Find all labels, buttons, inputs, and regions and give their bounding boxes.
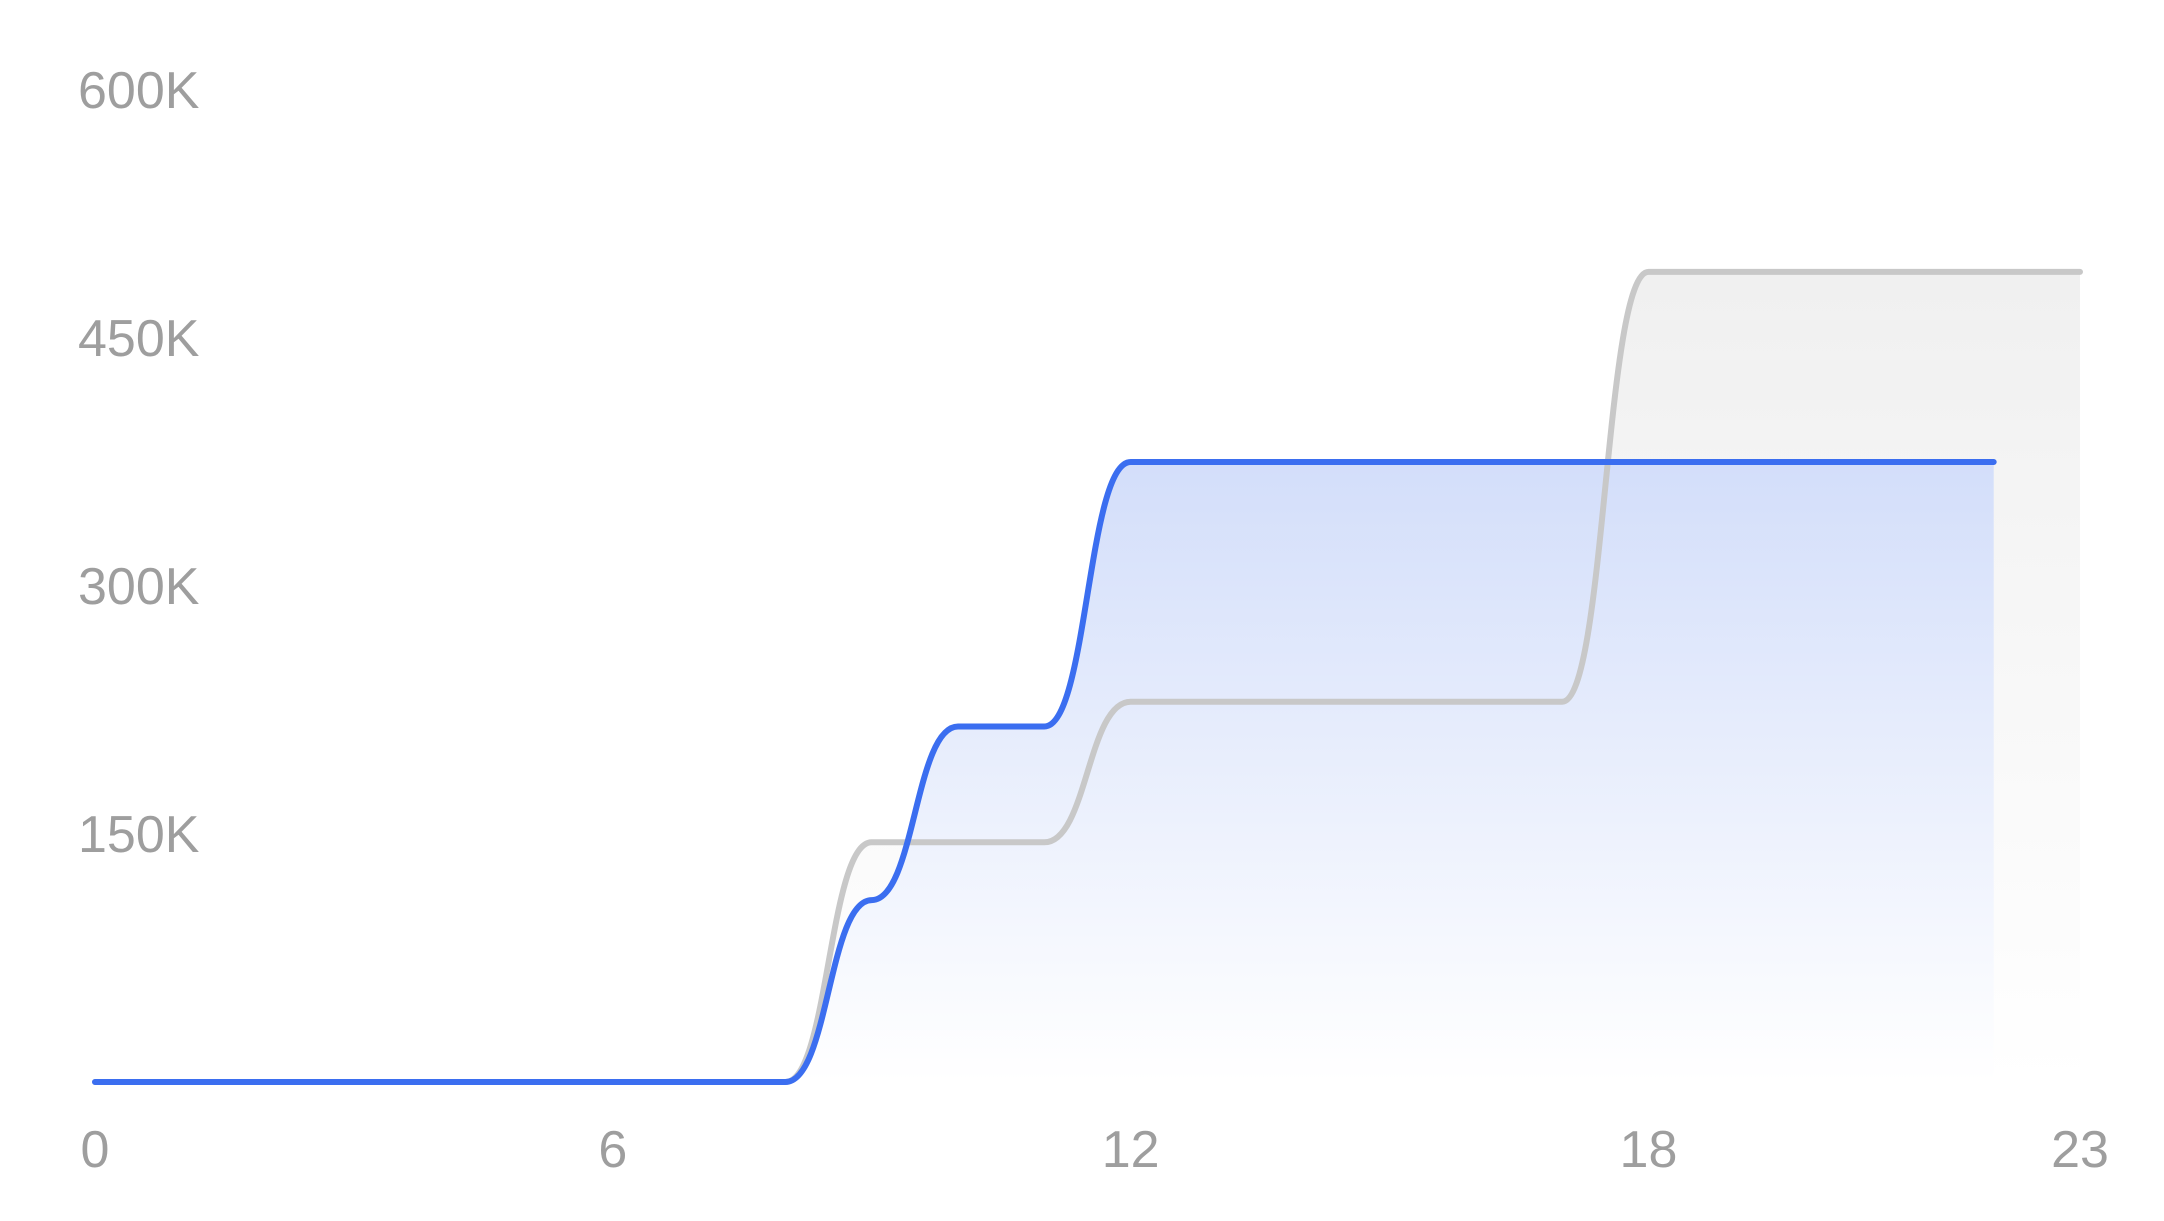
- x-tick-label: 6: [598, 1121, 627, 1179]
- y-tick-label: 600K: [78, 62, 200, 120]
- series-area: [95, 462, 1994, 1082]
- x-tick-label: 23: [2051, 1121, 2109, 1179]
- x-tick-label: 0: [81, 1121, 110, 1179]
- y-tick-label: 300K: [78, 558, 200, 616]
- x-tick-label: 12: [1102, 1121, 1160, 1179]
- x-axis: 0 6 12 18 23: [81, 1121, 2109, 1179]
- y-axis: 150K 300K 450K 600K: [78, 62, 200, 864]
- series-line: [92, 458, 1997, 1086]
- series-areas: [95, 271, 2080, 1082]
- y-tick-label: 450K: [78, 310, 200, 368]
- series-lines: [92, 268, 2083, 1086]
- x-tick-label: 18: [1620, 1121, 1678, 1179]
- y-tick-label: 150K: [78, 806, 200, 864]
